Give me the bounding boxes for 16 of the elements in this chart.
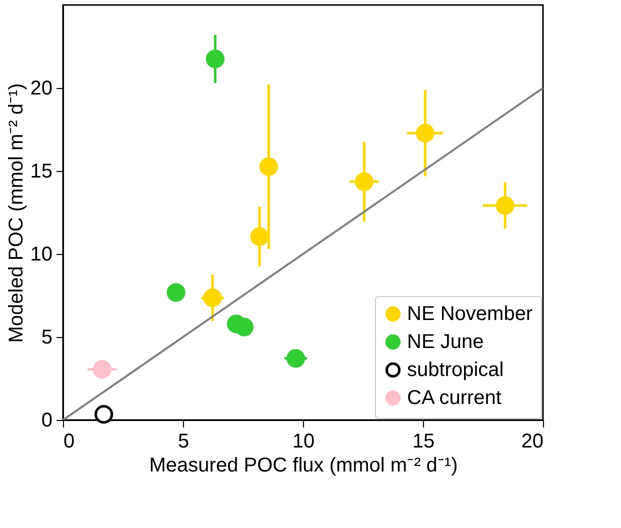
y-tick-label: 0 — [41, 410, 52, 432]
legend-label: subtropical — [407, 359, 504, 381]
y-axis-title: Modeled POC (mmol m⁻² d⁻¹) — [5, 83, 28, 343]
legend-label: NE June — [407, 331, 484, 353]
x-tick-label: 15 — [412, 430, 435, 452]
x-tick-label: 10 — [292, 430, 315, 452]
y-tick-label: 15 — [30, 160, 52, 182]
y-tick-label: 5 — [41, 326, 52, 348]
y-tick-label: 10 — [30, 244, 52, 266]
x-tick-label: 20 — [521, 430, 544, 452]
legend-label: CA current — [407, 387, 502, 409]
legend-label: NE November — [407, 303, 533, 325]
y-tick-label: 20 — [30, 78, 52, 100]
x-axis-title: Measured POC flux (mmol m⁻² d⁻¹) — [149, 454, 458, 476]
x-tick-label: 5 — [178, 430, 190, 452]
x-tick-label: 0 — [64, 430, 75, 452]
